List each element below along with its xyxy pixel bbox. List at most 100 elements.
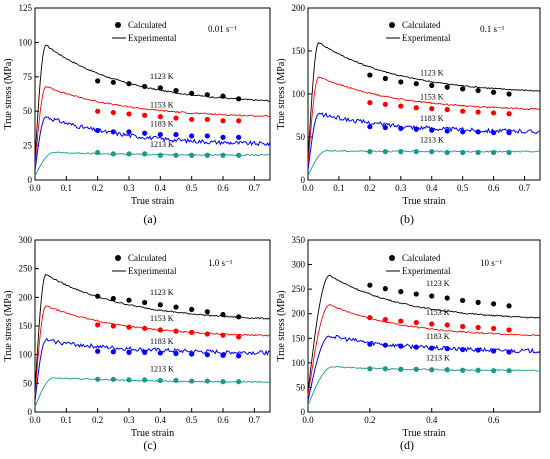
calculated-point <box>429 106 435 112</box>
y-tick-label: 350 <box>292 235 306 245</box>
calculated-point <box>491 325 497 332</box>
calculated-point <box>173 328 179 334</box>
calculated-point <box>398 79 404 85</box>
calculated-point <box>460 323 466 330</box>
calculated-point <box>204 352 210 358</box>
x-tick-label: 0.0 <box>29 183 41 193</box>
x-tick-label: 0.1 <box>61 183 72 193</box>
temperature-label: 1153 K <box>150 314 174 323</box>
plot-frame <box>34 7 271 181</box>
calculated-point <box>126 129 132 135</box>
calculated-point <box>142 112 148 118</box>
experimental-curve-1213k <box>34 377 271 407</box>
calculated-point <box>429 367 435 373</box>
calculated-point <box>460 149 466 156</box>
calculated-point <box>382 75 388 82</box>
y-tick-label: 150 <box>292 333 306 343</box>
calculated-point <box>491 130 497 136</box>
y-tick-label: 25 <box>23 141 33 151</box>
experimental-curve-1183k <box>34 337 271 402</box>
calculated-point <box>398 343 404 349</box>
calculated-point <box>220 118 226 124</box>
experimental-curve-1153k <box>307 76 541 165</box>
calculated-point <box>506 368 512 374</box>
y-tick-label: 100 <box>292 358 306 368</box>
panel-label: (c) <box>143 438 156 452</box>
calculated-point <box>444 106 450 113</box>
temperature-label: 1123 K <box>150 288 174 297</box>
calculated-point <box>95 108 101 114</box>
calculated-point <box>413 291 419 297</box>
calculated-point <box>506 327 512 333</box>
calculated-point <box>398 318 404 324</box>
calculated-point <box>398 125 404 131</box>
y-tick-label: 300 <box>292 260 306 270</box>
calculated-point <box>444 128 450 134</box>
calculated-point <box>126 349 132 355</box>
calculated-point <box>142 349 148 355</box>
x-tick-label: 0.6 <box>488 415 500 425</box>
calculated-point <box>444 84 450 90</box>
calculated-point <box>142 151 148 157</box>
calculated-point <box>126 377 132 383</box>
calculated-point <box>367 100 373 106</box>
legend-experimental-label: Experimental <box>402 33 451 43</box>
calculated-point <box>506 111 512 117</box>
calculated-point <box>189 351 195 357</box>
x-tick-label: 0.6 <box>217 183 229 193</box>
experimental-curve-1183k <box>307 112 541 171</box>
temperature-label: 1213 K <box>420 136 444 145</box>
panel-label: (b) <box>400 212 414 226</box>
calculated-point <box>236 334 242 340</box>
experimental-curve-1183k <box>34 116 271 171</box>
calculated-point <box>491 348 497 354</box>
calculated-point <box>491 89 497 95</box>
legend-calculated-label: Calculated <box>128 20 167 30</box>
strain-rate-label: 0.1 s⁻¹ <box>480 24 505 34</box>
x-tick-label: 0.4 <box>426 415 438 425</box>
x-tick-label: 0.4 <box>426 183 438 193</box>
calculated-point <box>475 109 481 115</box>
calculated-point <box>475 87 481 94</box>
calculated-point <box>142 83 148 90</box>
calculated-point <box>126 297 132 303</box>
y-axis-title: True stress (MPa) <box>3 290 14 361</box>
y-tick-label: 0 <box>301 175 306 185</box>
calculated-point <box>475 367 481 373</box>
calculated-point <box>506 349 512 355</box>
chart-panel-4: 0.0 0.2 0.4 0.6 0 50 100 150 200 250 300 350 True st… <box>276 235 541 452</box>
experimental-curve-1153k <box>307 303 541 396</box>
experimental-curve-1213k <box>307 366 540 406</box>
y-tick-label: 50 <box>23 106 33 116</box>
calculated-point <box>220 311 226 318</box>
y-axis-title: True stress (MPa) <box>276 290 287 361</box>
calculated-point <box>398 149 404 155</box>
experimental-curve-1123k <box>307 274 541 392</box>
calculated-point <box>475 347 481 353</box>
calculated-point <box>429 82 435 88</box>
calculated-point <box>413 126 419 132</box>
y-tick-label: 250 <box>19 264 33 274</box>
calculated-point <box>173 304 179 310</box>
x-axis-title: True strain <box>131 428 174 439</box>
calculated-point <box>95 149 101 156</box>
calculated-point <box>173 350 179 357</box>
legend-calculated-label: Calculated <box>402 20 441 30</box>
x-tick-label: 0.3 <box>395 183 407 193</box>
calculated-point <box>220 152 226 158</box>
calculated-point <box>413 344 419 350</box>
y-tick-label: 300 <box>19 235 33 245</box>
calculated-point <box>444 295 450 301</box>
temperature-label: 1213 K <box>150 140 174 149</box>
x-tick-label: 0.2 <box>364 415 375 425</box>
calculated-point <box>157 377 163 384</box>
y-tick-label: 100 <box>292 89 306 99</box>
calculated-point <box>142 130 148 136</box>
x-tick-label: 0.5 <box>186 183 198 193</box>
y-tick-label: 150 <box>19 321 33 331</box>
legend-calculated-marker <box>389 22 395 28</box>
calculated-point <box>367 315 373 321</box>
temperature-label: 1183 K <box>426 332 450 341</box>
calculated-point <box>220 379 226 385</box>
calculated-point <box>413 319 419 326</box>
